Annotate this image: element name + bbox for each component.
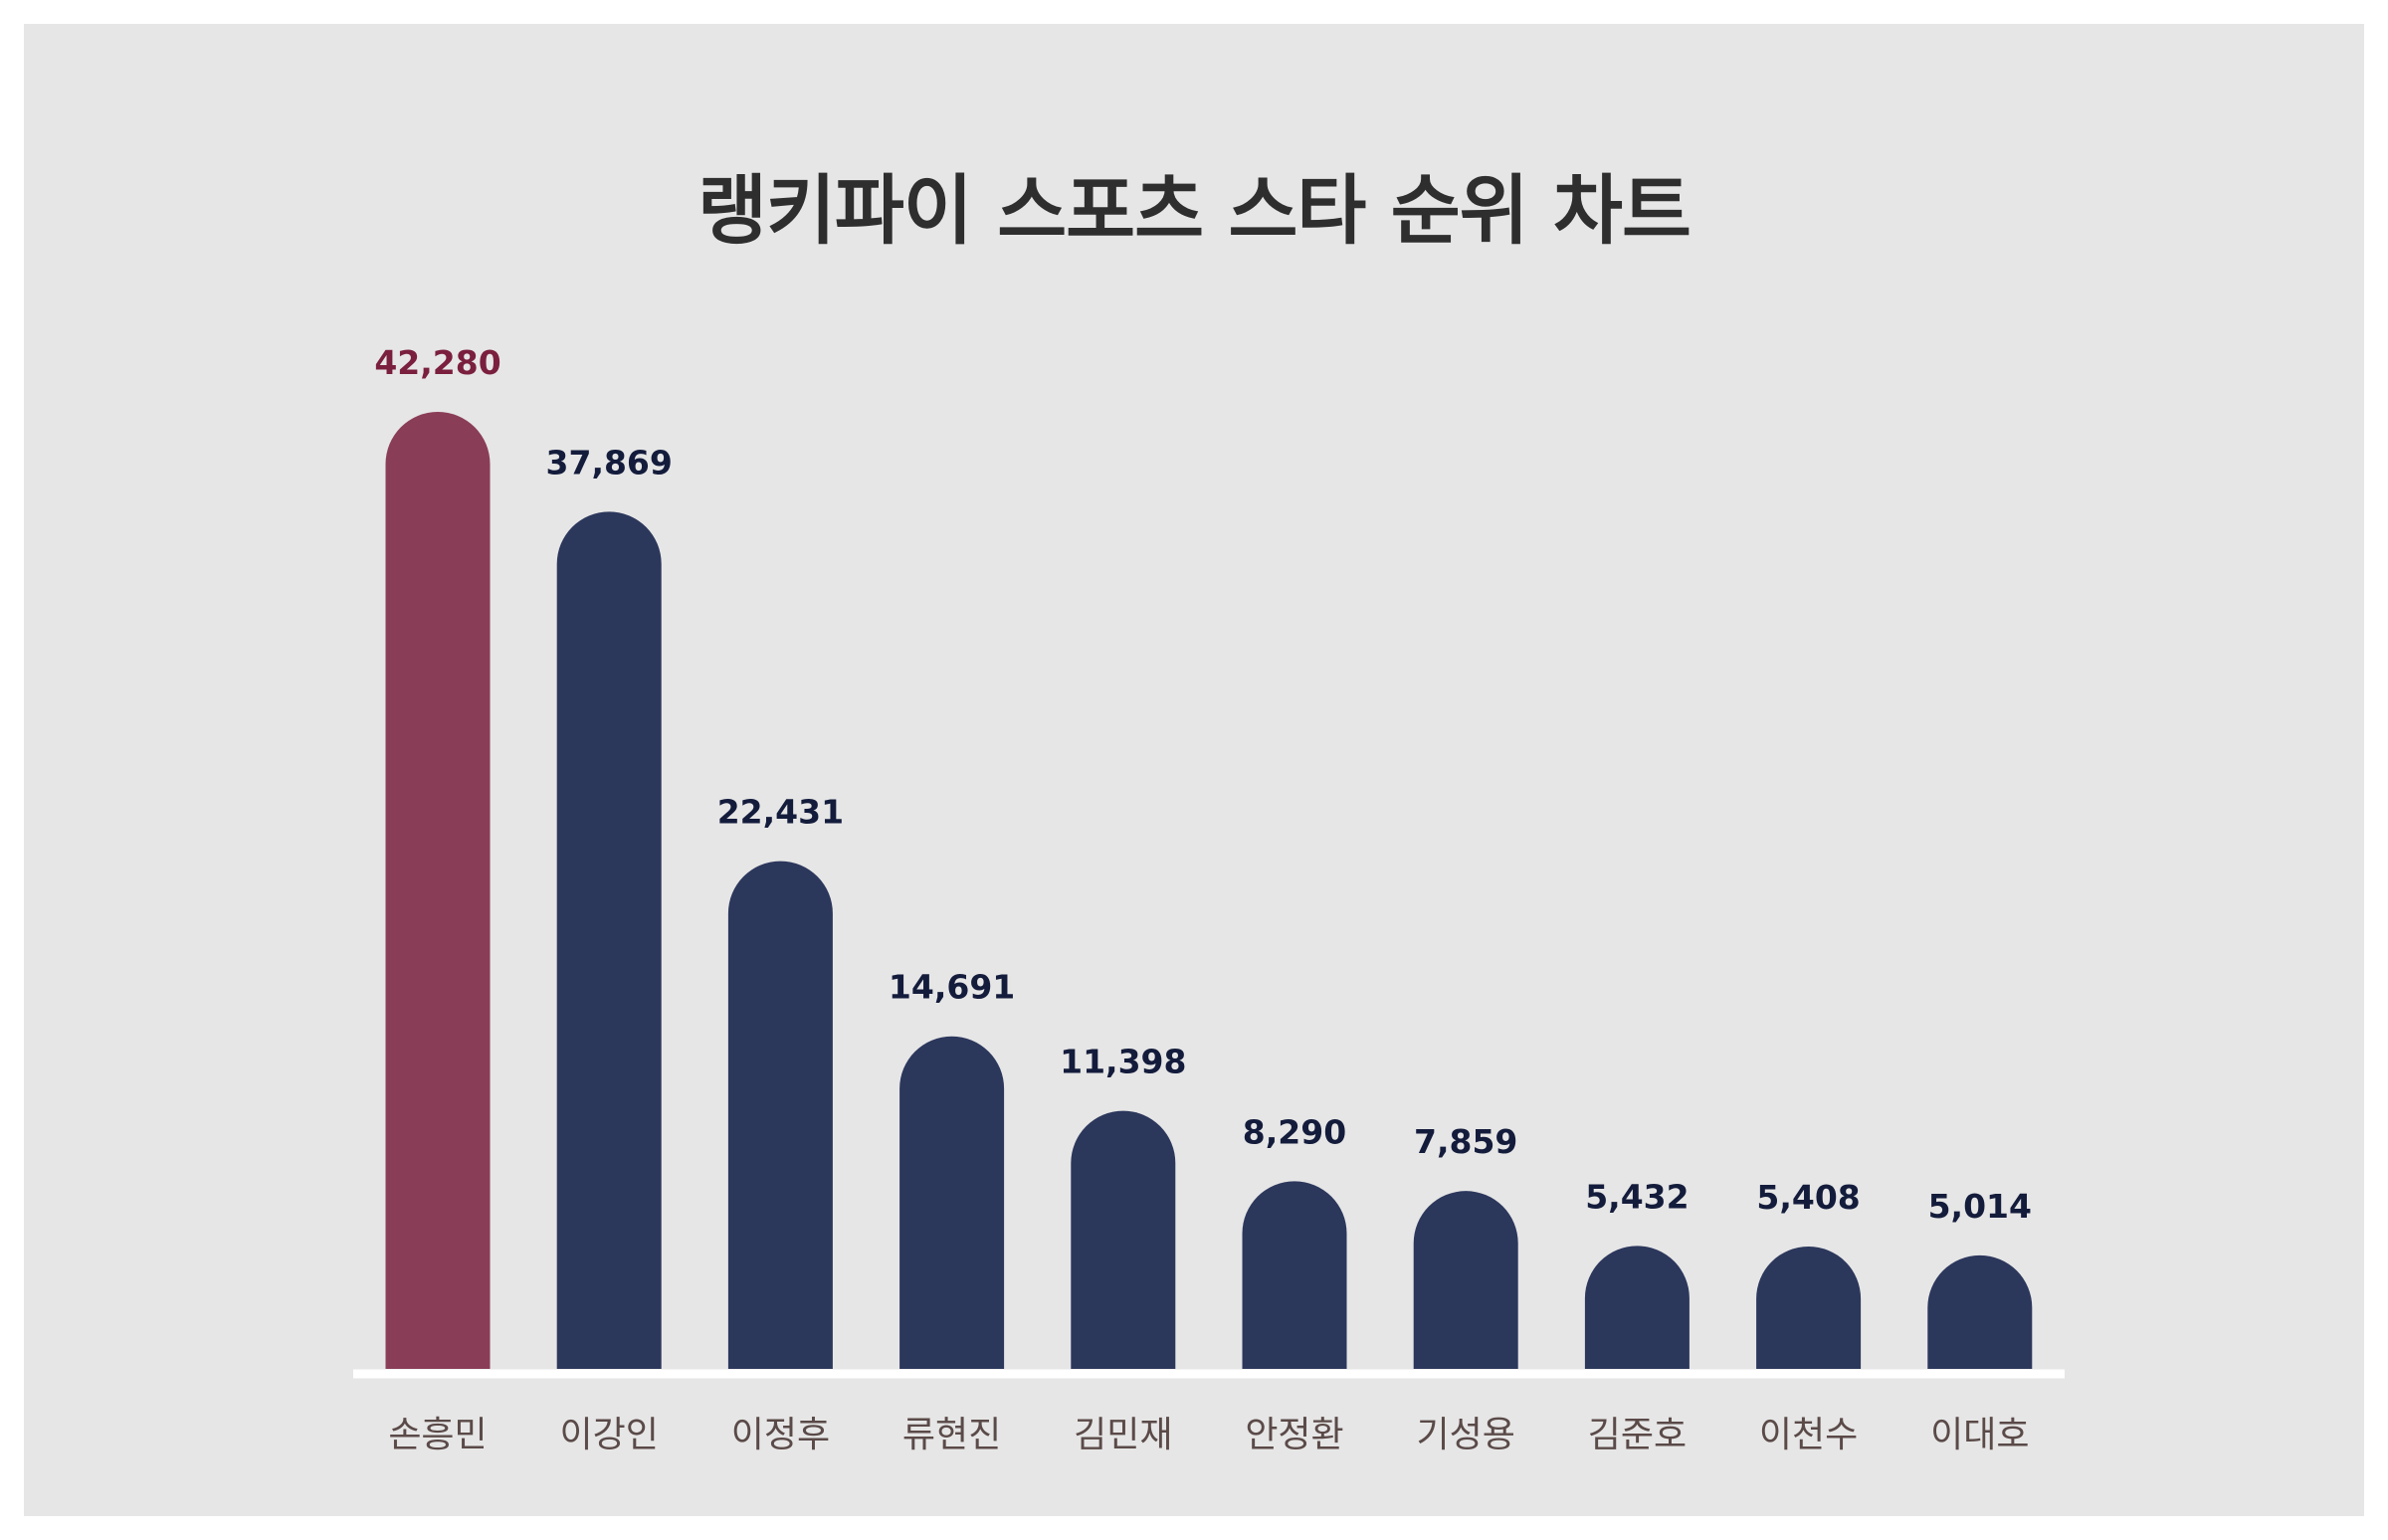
value-label-5: 11,398 [1060, 1043, 1186, 1081]
value-label-9: 5,408 [1756, 1178, 1860, 1217]
value-label-8: 5,432 [1585, 1177, 1689, 1216]
value-label-6: 8,290 [1243, 1112, 1346, 1151]
category-label-10: 이대호 [1930, 1415, 2029, 1455]
bar-10 [1927, 1254, 2033, 1369]
category-label-8: 김준호 [1588, 1415, 1687, 1455]
bar-1 [385, 412, 491, 1369]
value-label-2: 37,869 [546, 443, 673, 481]
bar-4 [899, 1036, 1005, 1369]
value-label-3: 22,431 [717, 793, 844, 832]
bar-9 [1756, 1246, 1862, 1369]
bar-3 [727, 861, 833, 1369]
value-label-4: 14,691 [889, 968, 1015, 1007]
bar-7 [1413, 1191, 1518, 1369]
category-label-4: 류현진 [902, 1415, 1001, 1455]
bars-group [385, 412, 2033, 1369]
category-label-7: 기성용 [1417, 1415, 1515, 1455]
bar-6 [1242, 1181, 1347, 1369]
bar-8 [1584, 1246, 1690, 1369]
value-label-7: 7,859 [1414, 1122, 1517, 1161]
category-labels-group: 손흥민 이강인 이정후 류현진 김민재 안정환 기성용 김준호 이천수 이대호 [388, 1415, 2029, 1455]
category-label-1: 손흥민 [388, 1415, 487, 1455]
category-label-9: 이천수 [1759, 1415, 1858, 1455]
chart-title: 랭키파이 스포츠 스타 순위 차트 [697, 166, 1692, 255]
category-label-5: 김민재 [1074, 1415, 1172, 1455]
category-label-6: 안정환 [1245, 1415, 1343, 1455]
bar-2 [556, 511, 662, 1369]
bar-5 [1071, 1110, 1176, 1369]
value-label-10: 5,014 [1928, 1187, 2032, 1226]
value-label-1: 42,280 [374, 343, 500, 382]
value-labels-group: 42,280 37,869 22,431 14,691 11,398 8,290 7,859… [374, 343, 2032, 1226]
category-label-2: 이강인 [560, 1415, 659, 1455]
category-label-3: 이정후 [731, 1415, 830, 1455]
